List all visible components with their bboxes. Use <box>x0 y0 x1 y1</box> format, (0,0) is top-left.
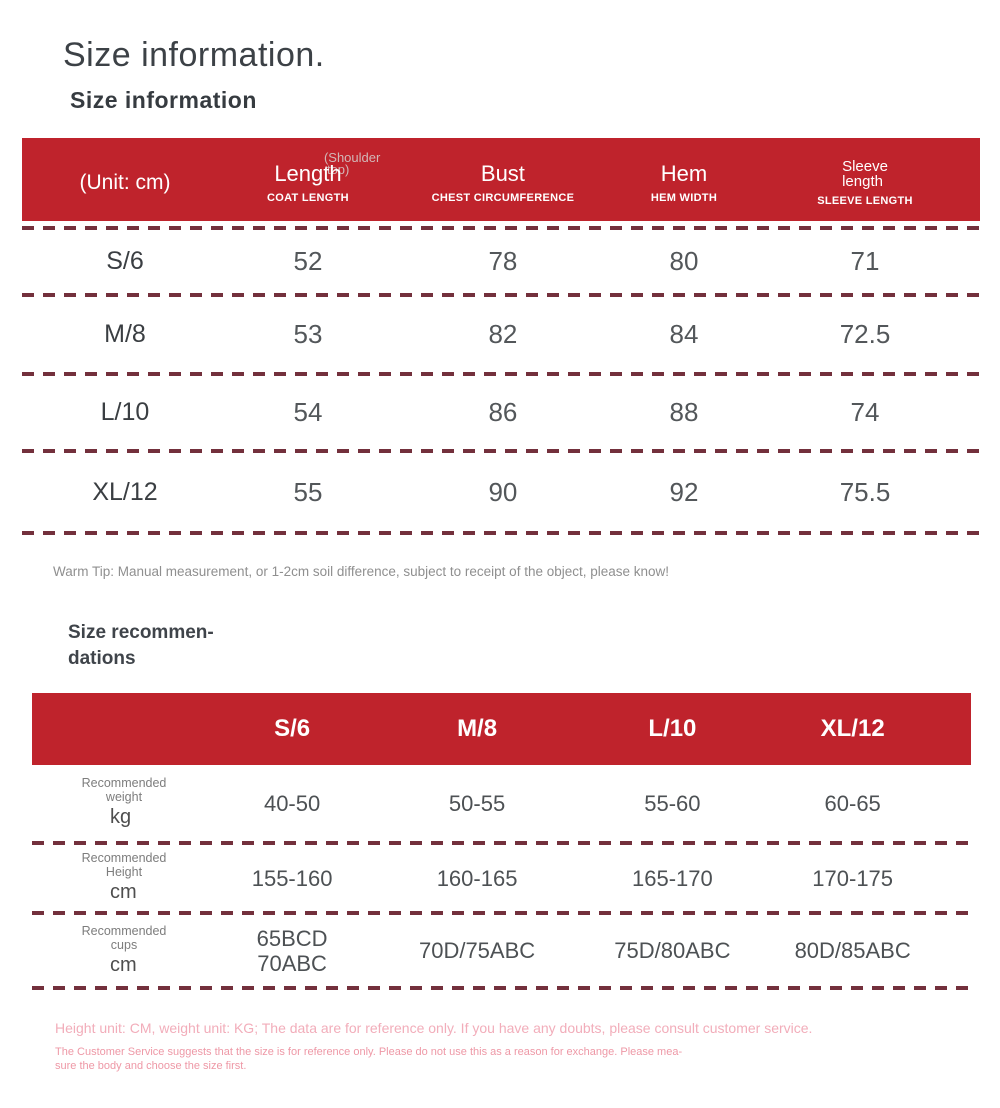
recommendation-value: 60-65 <box>824 790 881 816</box>
recommendation-value: 155-160 <box>251 865 333 891</box>
chest-circumference-sublabel: CHEST CIRCUMFERENCE <box>431 191 575 204</box>
size-recommendations-heading: Size recommen- dations <box>68 622 214 669</box>
dashed-divider <box>32 911 971 915</box>
hem-label: Hem <box>660 160 708 186</box>
coat-length-sublabel: COAT LENGTH <box>266 191 349 204</box>
row-unit: kg <box>110 806 132 828</box>
size-value: 54 <box>293 397 323 427</box>
size-value: 78 <box>488 246 518 276</box>
size-value: 52 <box>293 246 323 276</box>
row-unit: cm <box>110 881 137 903</box>
size-value: 82 <box>488 319 518 349</box>
size-table-header: (Unit: cm) Length (Shoulder top) COAT LE… <box>22 138 980 221</box>
size-row: L/10 54 86 88 74 <box>22 376 980 449</box>
recommendation-value: 55-60 <box>644 790 701 816</box>
bust-label: Bust <box>480 160 525 186</box>
row-label-text: Recommended Height <box>81 851 167 879</box>
size-value: 92 <box>669 476 699 507</box>
column-header-hem: Hem HEM WIDTH <box>618 138 750 221</box>
unit-label: (Unit: cm) <box>79 170 171 194</box>
row-label-text: Recommended cups <box>81 923 167 952</box>
size-value: 72.5 <box>839 319 891 349</box>
recommendation-value: 70D/75ABC <box>418 938 536 963</box>
size-value: 55 <box>293 476 323 507</box>
size-value: 86 <box>488 397 518 427</box>
row-label: Recommended weight kg <box>32 776 240 830</box>
footer-disclaimer-primary: Height unit: CM, weight unit: KG; The da… <box>55 1020 813 1036</box>
length-label: Length <box>274 160 342 186</box>
dashed-divider <box>32 841 971 845</box>
dashed-divider <box>22 449 980 453</box>
recommendation-row: Recommended weight kg 40-50 50-55 55-60 60-65 <box>32 765 971 841</box>
recommendation-table-body: Recommended weight kg 40-50 50-55 55-60 60-65… <box>32 765 971 990</box>
size-row: S/6 52 78 80 71 <box>22 230 980 293</box>
column-header-sleeve-length: Sleeve length SLEEVE LENGTH <box>750 138 980 221</box>
size-column-header: S/6 <box>274 715 311 742</box>
recommendation-value: 50-55 <box>448 790 506 816</box>
dashed-divider <box>22 226 980 230</box>
page-title: Size information. <box>63 36 325 74</box>
dashed-divider <box>22 372 980 376</box>
size-value: 88 <box>669 397 699 427</box>
size-column-header: M/8 <box>457 715 498 742</box>
recommendation-value: 165-170 <box>632 865 713 891</box>
size-column-header: L/10 <box>648 715 697 742</box>
row-label: Recommended cups cm <box>32 924 240 978</box>
recommendation-value: 160-165 <box>436 865 518 891</box>
size-table-body: S/6 52 78 80 71 M/8 53 82 84 72.5 L/10 54 86 88 74 XL/1… <box>22 230 980 535</box>
size-row: XL/12 55 90 92 75.5 <box>22 453 980 531</box>
size-value: 71 <box>850 246 880 276</box>
row-unit: cm <box>110 953 137 976</box>
recommendation-value: 170-175 <box>812 865 894 891</box>
empty-header-cell <box>32 693 240 765</box>
recommendation-row: Recommended Height cm 155-160 160-165 165-17… <box>32 845 971 911</box>
recommendation-value: 65BCD 70ABC <box>256 925 328 976</box>
size-row: M/8 53 82 84 72.5 <box>22 297 980 372</box>
recommendation-table-header: S/6 M/8 L/10 XL/12 <box>32 693 971 765</box>
size-value: 53 <box>293 319 323 349</box>
size-value: 74 <box>850 397 880 427</box>
size-label: L/10 <box>100 398 150 426</box>
size-label: S/6 <box>106 247 144 275</box>
size-value: 84 <box>669 319 699 349</box>
size-value: 80 <box>669 246 699 276</box>
hem-width-sublabel: HEM WIDTH <box>650 191 718 204</box>
size-label: XL/12 <box>92 477 158 506</box>
recommendation-value: 80D/85ABC <box>794 938 911 963</box>
sleeve-length-label: Sleeve length <box>842 157 888 190</box>
recommendation-value: 40-50 <box>263 790 321 816</box>
shoulder-top-overlay: (Shoulder top) <box>323 150 381 177</box>
footer-disclaimer-secondary: The Customer Service suggests that the s… <box>55 1046 683 1072</box>
row-label: Recommended Height cm <box>32 851 240 905</box>
size-table: (Unit: cm) Length (Shoulder top) COAT LE… <box>22 138 980 535</box>
recommendation-table: S/6 M/8 L/10 XL/12 Recommended weight kg 40-5… <box>32 693 971 990</box>
size-value: 75.5 <box>839 476 891 507</box>
dashed-divider <box>22 293 980 297</box>
size-label: M/8 <box>104 320 146 348</box>
dashed-divider <box>22 531 980 535</box>
recommendation-row: Recommended cups cm 65BCD 70ABC 70D/75ABC 75… <box>32 915 971 986</box>
size-value: 90 <box>488 476 518 507</box>
warm-tip-note: Warm Tip: Manual measurement, or 1-2cm s… <box>53 564 670 579</box>
page-subtitle: Size information <box>70 87 257 113</box>
row-label-text: Recommended weight <box>81 776 167 804</box>
column-header-bust: Bust CHEST CIRCUMFERENCE <box>388 138 618 221</box>
size-column-header: XL/12 <box>820 715 885 742</box>
dashed-divider <box>32 986 971 990</box>
sleeve-length-sublabel: SLEEVE LENGTH <box>817 194 913 207</box>
recommendation-value: 75D/80ABC <box>614 938 731 963</box>
column-header-length: Length (Shoulder top) COAT LENGTH <box>228 138 388 221</box>
